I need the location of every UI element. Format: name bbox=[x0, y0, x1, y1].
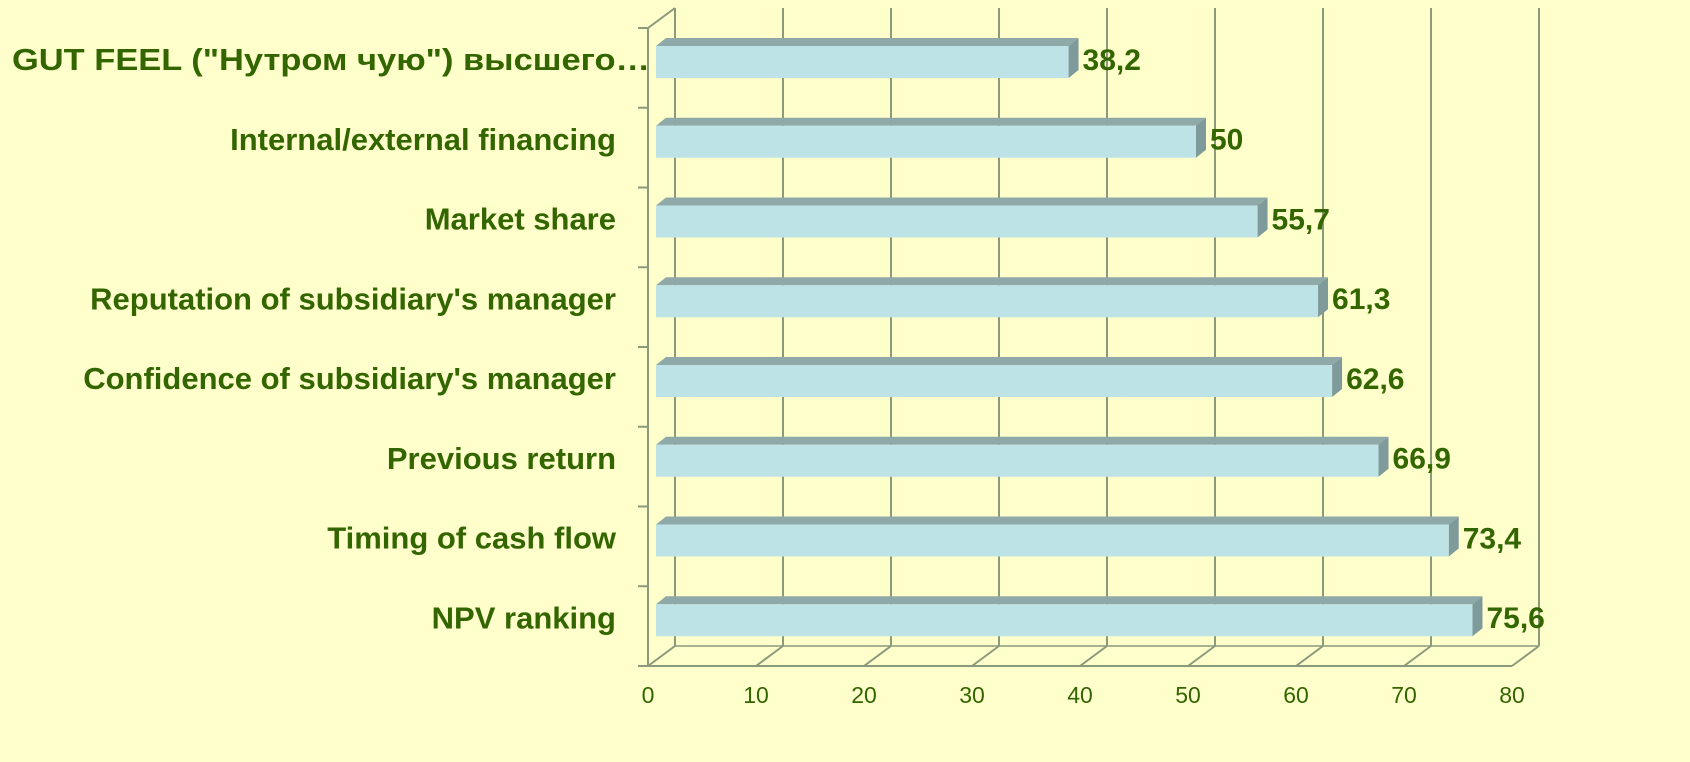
bar bbox=[656, 524, 1449, 557]
bar-top bbox=[656, 277, 1329, 286]
bar-top bbox=[656, 516, 1459, 525]
bar-top bbox=[656, 436, 1389, 445]
bar bbox=[656, 365, 1333, 397]
floor-line bbox=[863, 645, 892, 667]
category-label: Reputation of subsidiary's manager bbox=[90, 281, 616, 316]
bar-side bbox=[1257, 197, 1268, 238]
x-tick-label: 10 bbox=[743, 682, 769, 708]
bar bbox=[656, 205, 1258, 238]
floor-line bbox=[1403, 645, 1432, 667]
bar bbox=[656, 444, 1379, 477]
x-tick-label: 60 bbox=[1283, 682, 1309, 708]
x-tick-label: 80 bbox=[1499, 682, 1525, 708]
floor-line bbox=[971, 645, 1000, 667]
bar bbox=[656, 125, 1196, 158]
floor-line bbox=[1511, 645, 1540, 667]
floor-line bbox=[1187, 645, 1216, 667]
bar-side bbox=[1068, 38, 1079, 78]
value-label: 61,3 bbox=[1332, 283, 1390, 316]
category-label: Timing of cash flow bbox=[327, 521, 617, 556]
floor-line bbox=[1079, 645, 1108, 667]
value-label: 66,9 bbox=[1393, 443, 1451, 476]
x-tick-label: 70 bbox=[1391, 682, 1417, 708]
value-label: 62,6 bbox=[1346, 363, 1404, 396]
bar-top bbox=[656, 38, 1079, 46]
bar-side bbox=[1196, 117, 1206, 158]
category-label: Internal/external financing bbox=[230, 122, 616, 157]
bar-top bbox=[656, 596, 1483, 605]
value-label: 55,7 bbox=[1272, 203, 1330, 236]
bar bbox=[656, 285, 1319, 318]
category-label: Previous return bbox=[387, 441, 616, 476]
x-tick-label: 0 bbox=[642, 682, 655, 708]
category-label: Confidence of subsidiary's manager bbox=[83, 361, 616, 396]
category-label: NPV ranking bbox=[432, 600, 616, 635]
floor-line bbox=[647, 645, 676, 667]
bar-side bbox=[1318, 277, 1329, 318]
bar-top bbox=[656, 357, 1343, 365]
bar-side bbox=[1448, 516, 1459, 557]
value-label: 50 bbox=[1210, 124, 1243, 157]
x-tick-label: 50 bbox=[1175, 682, 1201, 708]
bar bbox=[656, 46, 1069, 78]
bar-side bbox=[1332, 357, 1343, 397]
wall-edge bbox=[647, 7, 676, 29]
bar-side bbox=[1472, 596, 1483, 637]
x-tick-label: 20 bbox=[851, 682, 877, 708]
x-tick-label: 40 bbox=[1067, 682, 1093, 708]
category-label: Market share bbox=[425, 202, 616, 237]
bar-top bbox=[656, 117, 1206, 126]
category-label: GUT FEEL ("Нутром чую") высшего… bbox=[12, 42, 650, 77]
value-label: 38,2 bbox=[1083, 44, 1141, 77]
value-label: 75,6 bbox=[1486, 602, 1544, 635]
x-tick-label: 30 bbox=[959, 682, 985, 708]
floor-line bbox=[755, 645, 784, 667]
floor-line bbox=[1295, 645, 1324, 667]
bar bbox=[656, 604, 1473, 637]
bar-top bbox=[656, 197, 1268, 206]
bar-side bbox=[1378, 436, 1389, 477]
value-label: 73,4 bbox=[1463, 522, 1522, 555]
